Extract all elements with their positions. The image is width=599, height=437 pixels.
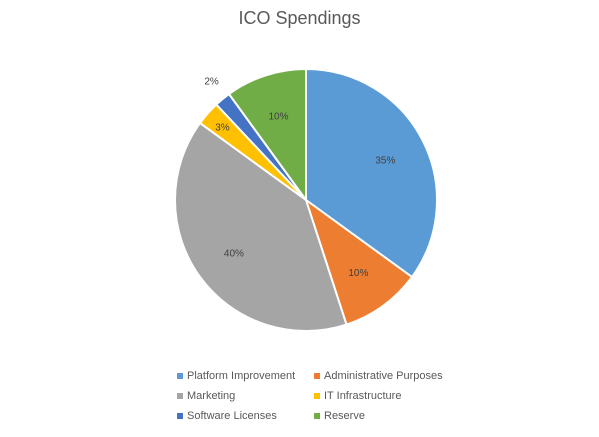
legend-swatch: [314, 373, 320, 379]
legend-swatch: [177, 393, 183, 399]
data-label-reserve: 10%: [268, 111, 288, 122]
pie-slice-marketing: [174, 121, 348, 332]
legend-label: Reserve: [324, 410, 365, 422]
legend-item-software-licenses: Software Licenses: [177, 410, 314, 422]
data-label-administrative-purposes: 10%: [348, 268, 368, 279]
legend-item-it-infrastructure: IT Infrastructure: [314, 390, 464, 402]
legend-label: IT Infrastructure: [324, 390, 402, 402]
legend-swatch: [314, 393, 320, 399]
legend-swatch: [177, 373, 183, 379]
pie-slice-reserve: [227, 67, 307, 204]
legend-item-reserve: Reserve: [314, 410, 464, 422]
data-label-platform-improvement: 35%: [375, 156, 395, 167]
legend-label: Administrative Purposes: [324, 370, 443, 382]
data-label-software-licenses: 2%: [204, 76, 219, 87]
chart-title: ICO Spendings: [238, 8, 361, 28]
data-label-it-infrastructure: 3%: [215, 122, 230, 133]
legend-swatch: [314, 413, 320, 419]
pie-slice-administrative-purposes: [304, 197, 414, 326]
legend-label: Software Licenses: [187, 410, 277, 422]
legend-item-administrative-purposes: Administrative Purposes: [314, 370, 464, 382]
legend-item-platform-improvement: Platform Improvement: [177, 370, 314, 382]
chart-legend: Platform Improvement Administrative Purpo…: [177, 370, 467, 422]
pie-slice-platform-improvement: [305, 67, 438, 279]
legend-label: Marketing: [187, 390, 236, 402]
legend-swatch: [177, 413, 183, 419]
legend-item-marketing: Marketing: [177, 390, 314, 402]
legend-label: Platform Improvement: [187, 370, 296, 382]
data-label-marketing: 40%: [224, 248, 244, 259]
